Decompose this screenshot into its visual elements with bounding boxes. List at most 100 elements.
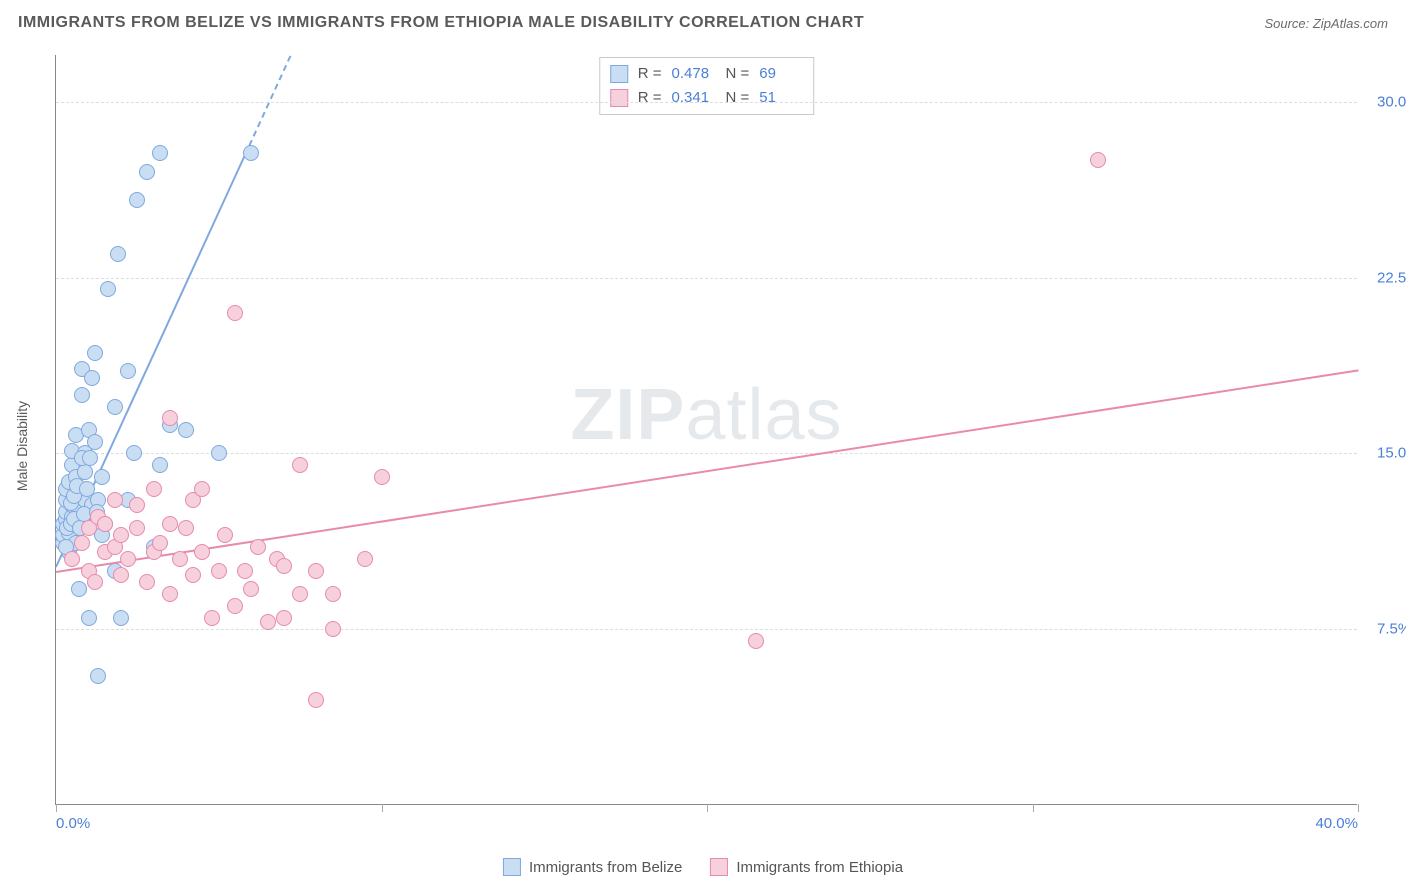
y-tick-label: 30.0% xyxy=(1357,93,1406,110)
data-point-belize xyxy=(113,610,129,626)
data-point-belize xyxy=(152,145,168,161)
stat-r-value: 0.478 xyxy=(672,62,716,86)
data-point-ethiopia xyxy=(357,551,373,567)
x-tick-mark xyxy=(56,804,57,812)
stat-r-value: 0.341 xyxy=(672,86,716,110)
data-point-belize xyxy=(94,469,110,485)
data-point-belize xyxy=(107,399,123,415)
legend-label: Immigrants from Belize xyxy=(529,859,682,876)
data-point-ethiopia xyxy=(162,586,178,602)
legend-swatch-belize xyxy=(610,65,628,83)
chart-title: IMMIGRANTS FROM BELIZE VS IMMIGRANTS FRO… xyxy=(18,14,864,32)
data-point-ethiopia xyxy=(292,457,308,473)
data-point-ethiopia xyxy=(227,598,243,614)
data-point-ethiopia xyxy=(185,567,201,583)
data-point-ethiopia xyxy=(129,520,145,536)
legend-item-ethiopia: Immigrants from Ethiopia xyxy=(710,858,903,876)
stat-r-label: R = xyxy=(638,86,662,110)
legend-swatch-belize xyxy=(503,858,521,876)
data-point-belize xyxy=(139,164,155,180)
watermark: ZIPatlas xyxy=(570,374,842,456)
data-point-ethiopia xyxy=(292,586,308,602)
source-prefix: Source: xyxy=(1264,16,1312,31)
data-point-belize xyxy=(243,145,259,161)
scatter-plot-area: ZIPatlas R =0.478N =69R =0.341N =51 7.5%… xyxy=(55,55,1357,805)
data-point-ethiopia xyxy=(139,574,155,590)
data-point-ethiopia xyxy=(129,497,145,513)
regression-line-extrapolated xyxy=(244,56,291,156)
gridline-horizontal xyxy=(56,453,1357,454)
data-point-ethiopia xyxy=(87,574,103,590)
chart-source: Source: ZipAtlas.com xyxy=(1264,16,1388,31)
data-point-ethiopia xyxy=(308,563,324,579)
data-point-ethiopia xyxy=(152,535,168,551)
stat-r-label: R = xyxy=(638,62,662,86)
data-point-belize xyxy=(100,281,116,297)
data-point-ethiopia xyxy=(276,558,292,574)
data-point-ethiopia xyxy=(194,481,210,497)
x-tick-mark xyxy=(382,804,383,812)
x-tick-mark xyxy=(1358,804,1359,812)
watermark-strong: ZIP xyxy=(570,375,685,455)
data-point-ethiopia xyxy=(194,544,210,560)
data-point-ethiopia xyxy=(227,305,243,321)
x-tick-mark xyxy=(707,804,708,812)
data-point-ethiopia xyxy=(325,586,341,602)
chart-header: IMMIGRANTS FROM BELIZE VS IMMIGRANTS FRO… xyxy=(18,14,1388,32)
data-point-belize xyxy=(120,363,136,379)
data-point-belize xyxy=(79,481,95,497)
data-point-belize xyxy=(90,668,106,684)
stat-n-value: 51 xyxy=(759,86,803,110)
data-point-ethiopia xyxy=(211,563,227,579)
stat-n-label: N = xyxy=(726,86,750,110)
data-point-ethiopia xyxy=(64,551,80,567)
stats-row-ethiopia: R = 0.341 N = 51 xyxy=(610,86,804,110)
gridline-horizontal xyxy=(56,102,1357,103)
correlation-stats-box: R = 0.478 N = 69R = 0.341 N = 51 xyxy=(599,57,815,115)
data-point-ethiopia xyxy=(162,410,178,426)
legend-item-belize: Immigrants from Belize xyxy=(503,858,682,876)
data-point-ethiopia xyxy=(1090,152,1106,168)
data-point-ethiopia xyxy=(146,481,162,497)
data-point-ethiopia xyxy=(243,581,259,597)
data-point-belize xyxy=(82,450,98,466)
source-name: ZipAtlas.com xyxy=(1313,16,1388,31)
legend-swatch-ethiopia xyxy=(610,89,628,107)
x-tick-mark xyxy=(1033,804,1034,812)
data-point-belize xyxy=(81,610,97,626)
data-point-ethiopia xyxy=(308,692,324,708)
data-point-belize xyxy=(129,192,145,208)
x-tick-label: 0.0% xyxy=(56,815,90,832)
data-point-ethiopia xyxy=(120,551,136,567)
data-point-ethiopia xyxy=(172,551,188,567)
legend-label: Immigrants from Ethiopia xyxy=(736,859,903,876)
data-point-ethiopia xyxy=(250,539,266,555)
stat-n-value: 69 xyxy=(759,62,803,86)
data-point-ethiopia xyxy=(217,527,233,543)
x-tick-label: 40.0% xyxy=(1315,815,1358,832)
data-point-belize xyxy=(74,387,90,403)
data-point-belize xyxy=(110,246,126,262)
y-tick-label: 22.5% xyxy=(1357,269,1406,286)
y-tick-label: 15.0% xyxy=(1357,445,1406,462)
data-point-belize xyxy=(87,434,103,450)
data-point-ethiopia xyxy=(748,633,764,649)
data-point-ethiopia xyxy=(204,610,220,626)
data-point-belize xyxy=(152,457,168,473)
watermark-light: atlas xyxy=(685,375,842,455)
data-point-belize xyxy=(211,445,227,461)
data-point-belize xyxy=(87,345,103,361)
data-point-ethiopia xyxy=(107,492,123,508)
data-point-ethiopia xyxy=(113,527,129,543)
data-point-ethiopia xyxy=(276,610,292,626)
y-axis-label: Male Disability xyxy=(14,401,30,491)
data-point-belize xyxy=(178,422,194,438)
data-point-ethiopia xyxy=(260,614,276,630)
data-point-ethiopia xyxy=(162,516,178,532)
data-point-ethiopia xyxy=(74,535,90,551)
y-tick-label: 7.5% xyxy=(1357,621,1406,638)
data-point-ethiopia xyxy=(237,563,253,579)
legend-swatch-ethiopia xyxy=(710,858,728,876)
gridline-horizontal xyxy=(56,629,1357,630)
data-point-ethiopia xyxy=(325,621,341,637)
